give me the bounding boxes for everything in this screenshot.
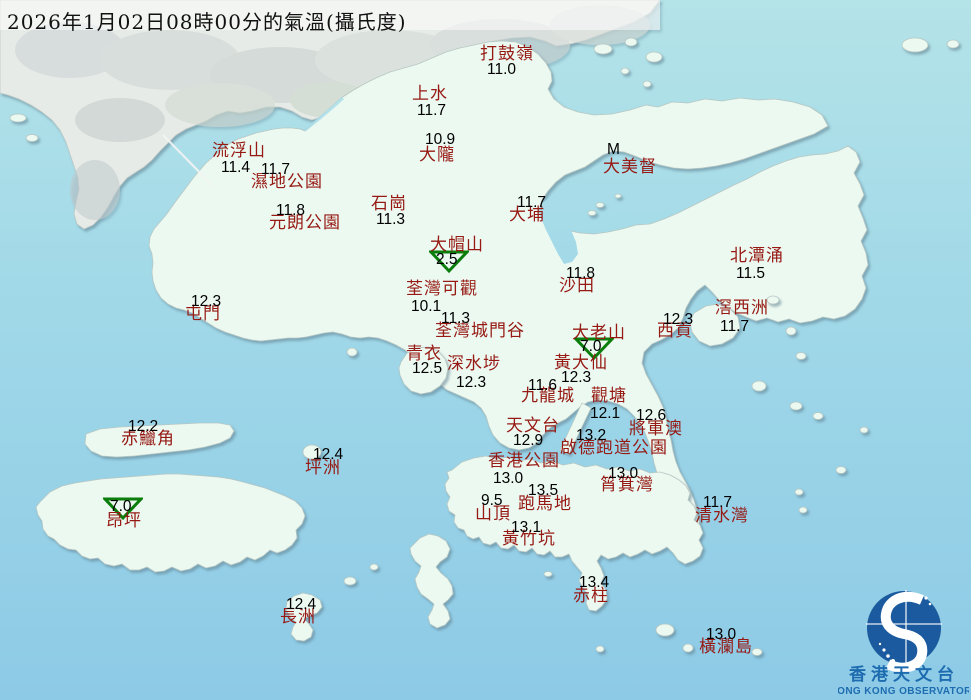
land-kau-sai-chau: [689, 303, 741, 347]
station-value: 13.1: [511, 519, 542, 536]
station-value: 11.7: [720, 318, 750, 335]
station-name: 香港公園: [488, 451, 560, 471]
logo-english-name: HONG KONG OBSERVATORY: [838, 686, 969, 697]
station-name: 上水: [412, 84, 448, 104]
station-value: 12.2: [128, 418, 159, 435]
station-value: 12.1: [590, 405, 621, 422]
station-value: M: [607, 141, 620, 158]
station-name: 九龍城: [521, 386, 575, 406]
station-value: 11.7: [261, 161, 291, 178]
station-value: 11.3: [441, 310, 471, 327]
station-name: 大美督: [603, 157, 657, 177]
station-value: 13.4: [579, 574, 610, 591]
land-lamma: [409, 533, 454, 629]
station-name: 坪洲: [305, 458, 341, 478]
station-value: 11.8: [566, 265, 596, 282]
station-name: 青衣: [406, 344, 442, 364]
station-value: 13.0: [493, 470, 524, 487]
station-name: 北潭涌: [730, 246, 784, 266]
station-value: 11.7: [417, 102, 447, 119]
hko-logo: 香港天文台 HONG KONG OBSERVATORY: [838, 590, 969, 697]
station-value: 12.3: [663, 311, 694, 328]
station-name: 大埔: [509, 205, 545, 225]
station-name: 荃灣城門谷: [435, 321, 525, 341]
station-value: 12.3: [191, 293, 222, 310]
station-value: 11.8: [276, 202, 306, 219]
station-name: 清水灣: [695, 506, 749, 526]
station-value: 12.4: [286, 596, 317, 613]
station-name: 啟德跑道公園: [560, 438, 668, 458]
station-name: 滘西洲: [715, 298, 769, 318]
station-name: 大老山: [572, 323, 626, 343]
station-name: 流浮山: [212, 141, 266, 161]
station-name: 屯門: [185, 304, 221, 324]
map-title: 2026年1月02日08時00分的氣溫(攝氏度): [7, 10, 407, 34]
station-value: 12.3: [561, 369, 592, 386]
station-value: 10.9: [425, 131, 456, 148]
station-name: 赤鱲角: [121, 429, 175, 449]
station-value: 7.0: [580, 338, 602, 355]
station-value: 12.3: [456, 374, 487, 391]
station-name: 天文台: [506, 416, 560, 436]
min-temp-marker-icon: [429, 250, 469, 274]
land-new-territories: [148, 40, 869, 545]
min-temp-marker-icon: [103, 497, 143, 521]
station-name: 西貢: [657, 321, 693, 341]
station-value: 12.9: [513, 432, 544, 449]
border-river: [304, 96, 345, 132]
station-value: 11.0: [487, 61, 517, 78]
station-name: 黃竹坑: [502, 529, 556, 549]
station-name: 濕地公園: [251, 172, 323, 192]
station-name: 大帽山: [430, 235, 484, 255]
land-tsing-yi: [398, 346, 449, 395]
station-name: 沙田: [559, 276, 595, 296]
station-value: 9.5: [481, 492, 503, 509]
land-airport-island: [84, 422, 235, 458]
station-value: 11.3: [376, 211, 406, 228]
tolo-harbour-inlet: [538, 197, 578, 264]
station-name: 長洲: [280, 607, 316, 627]
station-name: 昂坪: [106, 511, 142, 531]
station-name: 赤柱: [573, 586, 609, 606]
station-name: 深水埗: [447, 354, 501, 374]
station-name: 將軍澳: [629, 419, 683, 439]
station-name: 觀塘: [591, 386, 627, 406]
station-value: 13.0: [706, 626, 737, 643]
station-value: 13.5: [528, 482, 559, 499]
station-value: 11.6: [528, 377, 558, 394]
station-name: 橫瀾島: [699, 637, 753, 657]
station-value: 13.2: [576, 427, 607, 444]
station-name: 跑馬地: [518, 494, 572, 514]
shenzhen-bay-bridge: [162, 134, 214, 187]
station-value: 12.4: [313, 446, 344, 463]
station-name: 大隴: [419, 145, 455, 165]
station-value: 11.7: [517, 194, 547, 211]
station-name: 筲箕灣: [600, 475, 654, 495]
station-name: 石崗: [371, 194, 407, 214]
station-value: 13.0: [608, 465, 639, 482]
station-value: 11.5: [736, 265, 766, 282]
station-value: 7.0: [110, 498, 132, 515]
min-temp-marker-icon: [574, 337, 614, 361]
land-cheung-chau: [285, 592, 323, 642]
station-name: 元朗公園: [269, 213, 341, 233]
land-hong-kong-island: [444, 455, 704, 612]
station-value: 2.5: [436, 251, 458, 268]
station-value: 11.4: [221, 159, 251, 176]
station-name: 打鼓嶺: [480, 44, 534, 64]
observatory-logo-icon: [866, 590, 942, 673]
logo-chinese-name: 香港天文台: [849, 664, 959, 685]
station-value: 10.1: [411, 298, 442, 315]
station-value: 12.6: [636, 407, 667, 424]
station-name: 荃灣可觀: [406, 279, 478, 299]
station-name: 山頂: [475, 504, 511, 524]
station-value: 12.5: [412, 360, 443, 377]
station-value: 11.7: [703, 494, 733, 511]
station-name: 黃大仙: [554, 353, 608, 373]
